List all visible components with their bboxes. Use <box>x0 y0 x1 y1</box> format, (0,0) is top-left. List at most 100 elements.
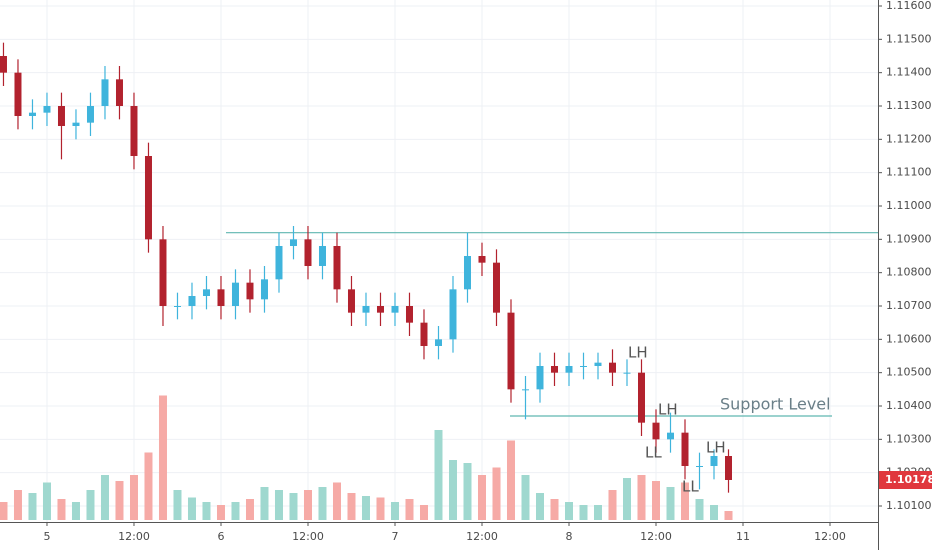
annotation: LL <box>645 444 662 462</box>
volume-bar <box>260 487 269 520</box>
last-price-box <box>879 471 932 489</box>
volume-bar <box>187 497 196 520</box>
volume-bar <box>564 502 573 520</box>
volume-bar <box>492 467 501 520</box>
candle-body <box>318 246 326 266</box>
volume-bar <box>100 475 109 520</box>
volume-bar <box>0 502 8 520</box>
candle-body <box>608 362 616 373</box>
candle-body <box>521 389 529 391</box>
candle-body <box>681 432 689 466</box>
volume-bar <box>405 499 414 520</box>
candle-body <box>652 422 660 440</box>
volume-bar <box>42 482 51 520</box>
candle-body <box>449 289 457 340</box>
volume-bar <box>129 475 138 520</box>
candle-body <box>710 456 718 466</box>
y-tick-label: 1.10700 <box>886 299 932 312</box>
candle-body <box>637 372 645 423</box>
candle-body <box>347 289 355 313</box>
volume-bar <box>434 430 443 520</box>
volume-bar <box>710 505 719 520</box>
time-axis-bg <box>0 522 878 550</box>
volume-bar <box>115 481 124 520</box>
candle-body <box>594 362 602 366</box>
candle-body <box>391 306 399 313</box>
volume-bar <box>274 490 283 520</box>
candle-body <box>130 106 138 156</box>
volume-bar <box>71 502 80 520</box>
x-tick-label: 12:00 <box>640 530 672 543</box>
volume-bar <box>361 496 370 520</box>
volume-bar <box>477 475 486 520</box>
x-tick-label: 6 <box>217 530 224 543</box>
volume-bar <box>390 502 399 520</box>
x-tick-label: 7 <box>391 530 398 543</box>
candle-body <box>507 312 515 390</box>
y-tick-label: 1.11000 <box>886 199 932 212</box>
candle-body <box>0 56 7 73</box>
candle-body <box>57 106 65 126</box>
volume-bar <box>550 499 559 520</box>
volume-bar <box>332 482 341 520</box>
candle-body <box>376 306 384 313</box>
y-tick-label: 1.10300 <box>886 432 932 445</box>
volume-bar <box>622 478 631 520</box>
candle-body <box>434 339 442 346</box>
candle-body <box>115 79 123 106</box>
candle-body <box>188 296 196 306</box>
volume-bar <box>463 463 472 520</box>
candle-body <box>536 366 544 390</box>
y-tick-label: 1.10400 <box>886 399 932 412</box>
candle-body <box>202 289 210 296</box>
y-tick-label: 1.11100 <box>886 166 932 179</box>
volume-bar <box>245 499 254 520</box>
annotation: LL <box>682 478 699 496</box>
x-tick-label: 12:00 <box>814 530 846 543</box>
volume-bar <box>28 493 37 520</box>
volume-bar <box>593 505 602 520</box>
candle-body <box>72 122 80 126</box>
candle-body <box>362 306 370 313</box>
candle-body <box>492 262 500 313</box>
candle-body <box>144 156 152 240</box>
volume-bar <box>724 511 733 520</box>
y-tick-label: 1.10900 <box>886 232 932 245</box>
candle-body <box>725 456 733 480</box>
volume-bar <box>231 502 240 520</box>
volume-bar <box>506 440 515 520</box>
volume-bar <box>13 490 22 520</box>
volume-bar <box>535 493 544 520</box>
candle-body <box>43 106 51 113</box>
candle-body <box>405 306 413 323</box>
price-axis-bg <box>878 0 932 550</box>
candle-body <box>304 239 312 266</box>
candle-body <box>623 372 631 374</box>
volume-bar <box>318 487 327 520</box>
y-tick-label: 1.11300 <box>886 99 932 112</box>
y-tick-label: 1.10600 <box>886 332 932 345</box>
y-tick-label: 1.10800 <box>886 266 932 279</box>
x-tick-label: 5 <box>43 530 50 543</box>
last-price-label: 1.10178 <box>885 473 932 486</box>
volume-bar <box>173 490 182 520</box>
candle-body <box>666 432 674 440</box>
x-tick-label: 12:00 <box>466 530 498 543</box>
y-tick-label: 1.10500 <box>886 366 932 379</box>
volume-bar <box>376 497 385 520</box>
volume-bar <box>86 490 95 520</box>
volume-bar <box>144 452 153 520</box>
candle-body <box>28 112 36 116</box>
candle-body <box>550 366 558 373</box>
y-tick-label: 1.11200 <box>886 132 932 145</box>
volume-bar <box>57 499 66 520</box>
volume-bar <box>216 505 225 520</box>
y-tick-label: 1.11400 <box>886 66 932 79</box>
annotation: LH <box>628 344 648 362</box>
candle-body <box>579 366 587 367</box>
candle-body <box>333 246 341 290</box>
candle-body <box>246 282 254 300</box>
annotation: Support Level <box>720 395 831 414</box>
x-tick-label: 12:00 <box>118 530 150 543</box>
candle-body <box>159 239 167 306</box>
